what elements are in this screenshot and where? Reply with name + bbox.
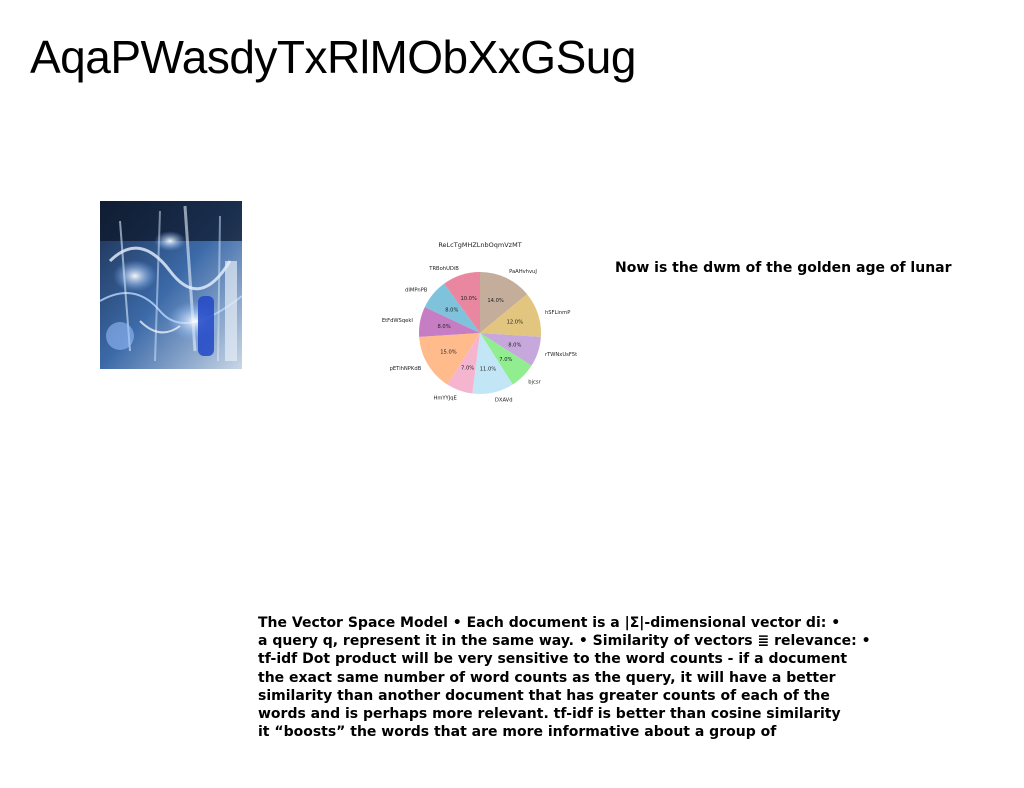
pie-category-label: hSFLinmP: [545, 310, 570, 316]
pie-category-label: DXAVd: [495, 398, 513, 404]
pie-category-label: EtFdWSqekI: [382, 318, 413, 324]
pie-slice-DXAVd: [472, 333, 513, 394]
pie-chart-svg: ReLcTgMHZLnbOqmVzMT 14.0% PaAHvhvuJ 12.0% h…: [382, 241, 577, 404]
pie-pct-label: 7.0%: [499, 357, 512, 363]
pie-pct-label: 15.0%: [440, 350, 457, 356]
pie-slice-rTWNxUsF5t: [480, 333, 541, 366]
pie-category-label: TRBohUDiB: [428, 266, 459, 272]
pie-pct-label: 7.0%: [461, 365, 474, 371]
photo-image: [100, 201, 242, 369]
pie-slice-hSFLinmP: [480, 294, 541, 337]
pie-category-label: HmYYJqE: [433, 395, 456, 401]
pie-chart: ReLcTgMHZLnbOqmVzMT 14.0% PaAHvhvuJ 12.0% h…: [370, 236, 590, 426]
pie-pct-label: 8.0%: [437, 324, 450, 330]
pie-pct-label: 8.0%: [445, 308, 458, 314]
pie-slice-EtFdWSqekI: [419, 307, 480, 337]
pie-slice-HmYYJqE: [447, 333, 480, 394]
pie-category-label: pETihNPKdB: [390, 366, 422, 372]
body-text: The Vector Space Model • Each document i…: [258, 615, 871, 741]
pie-slice-PaAHvhvuJ: [480, 272, 528, 333]
pie-pct-label: 8.0%: [508, 342, 521, 348]
caption-text: Now is the dwm of the golden age of luna…: [615, 260, 952, 276]
pie-slice-dIMPnPB: [424, 283, 480, 333]
photo-glassware: [100, 201, 242, 369]
pie-pct-label: 10.0%: [460, 296, 477, 302]
pie-pct-label: 11.0%: [480, 367, 497, 373]
pie-category-label: rTWNxUsF5t: [545, 352, 577, 358]
chart-title: ReLcTgMHZLnbOqmVzMT: [438, 241, 521, 249]
pie-category-label: PaAHvhvuJ: [509, 269, 537, 275]
pie-slice-TRBohUDiB: [444, 272, 480, 333]
pie-slice-bjcsr: [480, 333, 532, 385]
pie-pct-label: 14.0%: [487, 298, 504, 304]
pie-pct-label: 12.0%: [507, 320, 524, 326]
pie-slice-pETihNPKdB: [419, 333, 480, 385]
pie-category-label: dIMPnPB: [405, 287, 428, 293]
pie-category-label: bjcsr: [528, 379, 541, 385]
slide-title: AqaPWasdyTxRlMObXxGSug: [30, 31, 636, 83]
